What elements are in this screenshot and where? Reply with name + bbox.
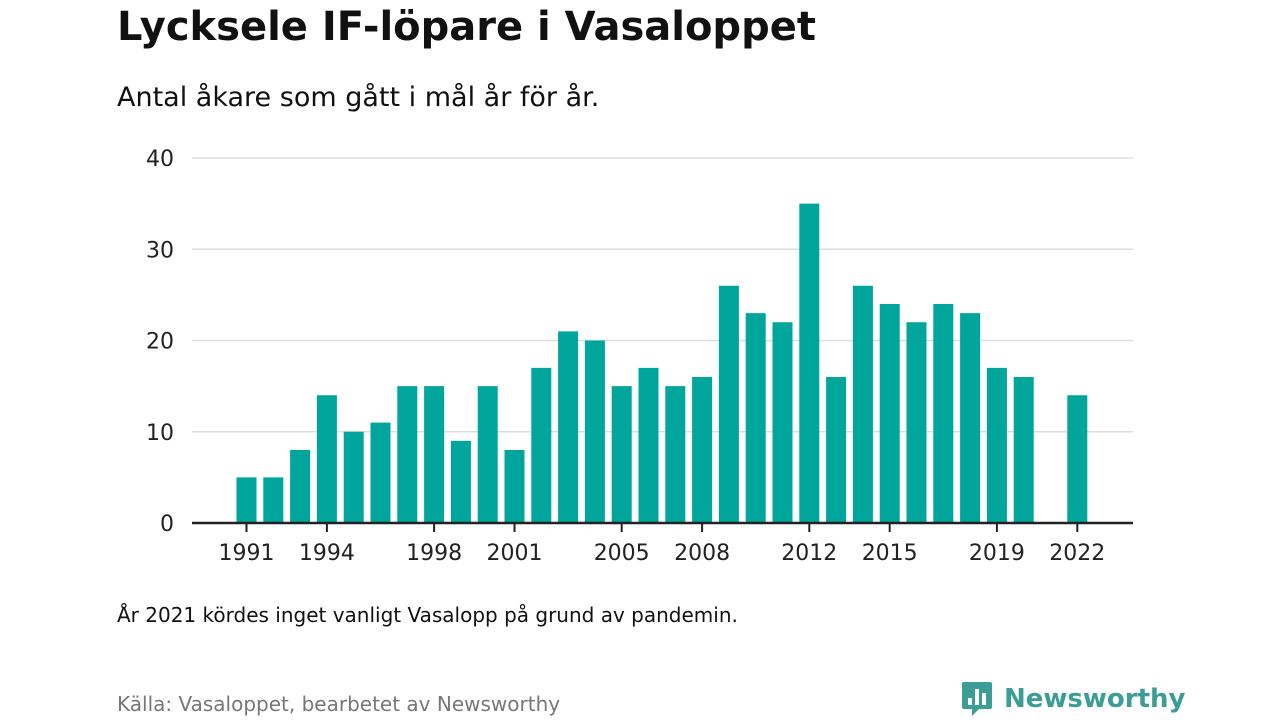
bar-2003 bbox=[558, 331, 579, 523]
y-tick-label: 0 bbox=[160, 512, 174, 537]
bar-2006 bbox=[638, 367, 659, 523]
bar-2022 bbox=[1067, 395, 1088, 523]
x-tick-label: 2005 bbox=[594, 541, 650, 566]
x-tick-label: 1991 bbox=[219, 541, 275, 566]
x-tick-label: 2008 bbox=[674, 541, 730, 566]
bar-2005 bbox=[611, 386, 632, 523]
x-tick-label: 1994 bbox=[299, 541, 355, 566]
bar-2008 bbox=[692, 377, 713, 523]
x-tick-label: 2001 bbox=[487, 541, 543, 566]
bar-2000 bbox=[477, 386, 498, 523]
bar-2013 bbox=[826, 377, 847, 523]
x-tick-label: 2022 bbox=[1049, 541, 1105, 566]
newsworthy-logo-icon bbox=[962, 682, 992, 716]
y-tick-label: 20 bbox=[146, 330, 174, 355]
bar-2012 bbox=[799, 203, 820, 523]
bars bbox=[236, 203, 1088, 523]
bar-2009 bbox=[718, 285, 739, 523]
x-axis-ticks: 1991 1994 1998 2001 2005 2008 2012 2015 2019 2022 bbox=[219, 523, 1105, 566]
footnote: År 2021 kördes inget vanligt Vasalopp på… bbox=[117, 603, 738, 627]
bar-2019 bbox=[986, 367, 1007, 523]
bar-2018 bbox=[960, 313, 981, 523]
bar-2015 bbox=[879, 304, 900, 523]
bar-2016 bbox=[906, 322, 927, 523]
y-tick-label: 10 bbox=[146, 421, 174, 446]
bar-2014 bbox=[852, 285, 873, 523]
bar-2020 bbox=[1013, 377, 1034, 523]
bar-1992 bbox=[263, 477, 284, 523]
x-tick-label: 1998 bbox=[406, 541, 462, 566]
y-tick-label: 40 bbox=[146, 147, 174, 172]
brand-name: Newsworthy bbox=[1004, 684, 1186, 714]
source-text: Källa: Vasaloppet, bearbetet av Newswort… bbox=[117, 692, 561, 716]
bar-1999 bbox=[450, 440, 471, 523]
x-tick-label: 2019 bbox=[969, 541, 1025, 566]
x-tick-label: 2015 bbox=[862, 541, 918, 566]
bar-chart: 0 10 20 30 40 1991 1994 1998 2001 2005 2008 2012 20… bbox=[146, 147, 1133, 566]
bar-1995 bbox=[343, 431, 364, 523]
bar-2002 bbox=[531, 367, 552, 523]
y-tick-label: 30 bbox=[146, 238, 174, 263]
bar-2017 bbox=[933, 304, 954, 523]
bar-1998 bbox=[424, 386, 445, 523]
chart-subtitle: Antal åkare som gått i mål år för år. bbox=[117, 82, 600, 113]
bar-2007 bbox=[665, 386, 686, 523]
bar-1993 bbox=[290, 450, 311, 523]
x-tick-label: 2012 bbox=[781, 541, 837, 566]
bar-1997 bbox=[397, 386, 418, 523]
chart-title: Lycksele IF-löpare i Vasaloppet bbox=[117, 4, 816, 50]
bar-2011 bbox=[772, 322, 793, 523]
bar-1996 bbox=[370, 422, 391, 523]
brand-logo: Newsworthy bbox=[960, 680, 1185, 718]
bar-2004 bbox=[584, 340, 605, 523]
bar-2010 bbox=[745, 313, 766, 523]
bar-1991 bbox=[236, 477, 257, 523]
y-axis-ticks: 0 10 20 30 40 bbox=[146, 147, 174, 537]
bar-2001 bbox=[504, 450, 525, 523]
bar-1994 bbox=[316, 395, 337, 523]
